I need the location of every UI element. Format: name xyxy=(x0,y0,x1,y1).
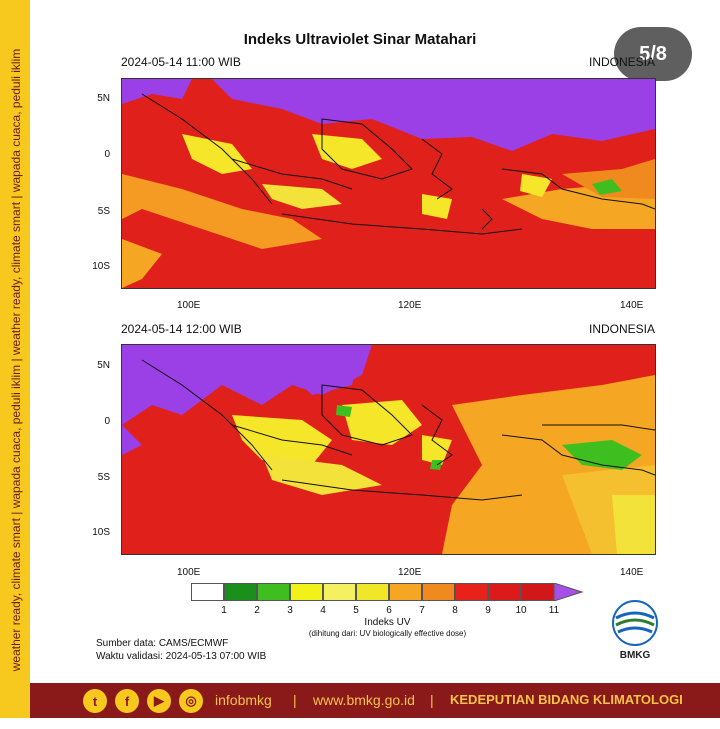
footer-bar: t f ▶ ◎ infobmkg | www.bmkg.go.id | KEDE… xyxy=(30,683,720,718)
website-link[interactable]: www.bmkg.go.id xyxy=(313,692,415,708)
footer-separator: | xyxy=(293,692,297,708)
colorbar-tick: 11 xyxy=(548,605,560,616)
side-slogan: weather ready, climate smart | wapada cu… xyxy=(9,48,23,672)
colorbar-arrow xyxy=(554,583,584,601)
colorbar-cell-2 xyxy=(257,583,290,601)
map1-lat-5n: 5N xyxy=(97,93,110,104)
map1-region: INDONESIA xyxy=(589,55,656,69)
side-band: weather ready, climate smart | wapada cu… xyxy=(0,0,30,718)
footer-accent xyxy=(0,718,720,729)
colorbar-tick: 6 xyxy=(386,605,392,616)
colorbar-subtitle: (dihitung dari: UV biologically effectiv… xyxy=(308,629,467,638)
colorbar-cell-0 xyxy=(191,583,224,601)
chart-title: Indeks Ultraviolet Sinar Matahari xyxy=(243,31,477,48)
colorbar-cell-6 xyxy=(389,583,422,601)
map2-lat-10s: 10S xyxy=(92,527,110,538)
colorbar-cell-5 xyxy=(356,583,389,601)
page-indicator[interactable]: 5/8 xyxy=(614,27,692,81)
colorbar-tick: 1 xyxy=(221,605,227,616)
map2-datetime: 2024-05-14 12:00 WIB xyxy=(121,322,242,336)
map1-lon-100e: 100E xyxy=(177,300,201,311)
social-handle[interactable]: infobmkg xyxy=(215,692,272,708)
youtube-icon[interactable]: ▶ xyxy=(147,689,171,713)
map1-lat-0: 0 xyxy=(104,149,110,160)
source-line: Sumber data: CAMS/ECMWF xyxy=(96,638,229,649)
map2-lon-120e: 120E xyxy=(398,567,422,578)
uv-map-1100 xyxy=(121,78,656,289)
colorbar-tick: 9 xyxy=(485,605,491,616)
colorbar-cell-3 xyxy=(290,583,323,601)
colorbar-cell-4 xyxy=(323,583,356,601)
twitter-icon[interactable]: t xyxy=(83,689,107,713)
colorbar-title: Indeks UV xyxy=(364,617,411,628)
map1-lat-10s: 10S xyxy=(92,261,110,272)
bmkg-logo-text: BMKG xyxy=(619,650,651,661)
colorbar-cell-9 xyxy=(488,583,521,601)
colorbar-cell-7 xyxy=(422,583,455,601)
map1-lon-140e: 140E xyxy=(620,300,644,311)
colorbar-tick: 3 xyxy=(287,605,293,616)
map2-region: INDONESIA xyxy=(589,322,656,336)
map2-canvas xyxy=(122,345,655,554)
map1-lon-120e: 120E xyxy=(398,300,422,311)
map1-datetime: 2024-05-14 11:00 WIB xyxy=(121,55,241,69)
map2-lon-100e: 100E xyxy=(177,567,201,578)
colorbar-tick: 7 xyxy=(419,605,425,616)
colorbar-tick: 5 xyxy=(353,605,359,616)
bmkg-logo xyxy=(612,600,658,646)
colorbar-tick: 4 xyxy=(320,605,326,616)
colorbar-tick: 2 xyxy=(254,605,260,616)
map1-lat-5s: 5S xyxy=(97,206,110,217)
facebook-icon[interactable]: f xyxy=(115,689,139,713)
colorbar-tick: 8 xyxy=(452,605,458,616)
colorbar-tick: 10 xyxy=(515,605,527,616)
map2-lon-140e: 140E xyxy=(620,567,644,578)
instagram-icon[interactable]: ◎ xyxy=(179,689,203,713)
colorbar-cell-8 xyxy=(455,583,488,601)
map2-lat-5n: 5N xyxy=(97,360,110,371)
map2-lat-5s: 5S xyxy=(97,472,110,483)
map2-lat-0: 0 xyxy=(104,416,110,427)
map1-canvas xyxy=(122,79,655,288)
uv-map-1200 xyxy=(121,344,656,555)
colorbar-cell-1 xyxy=(224,583,257,601)
footer-separator: | xyxy=(430,692,434,708)
division-name: KEDEPUTIAN BIDANG KLIMATOLOGI xyxy=(450,692,683,707)
validation-time: Waktu validasi: 2024-05-13 07:00 WIB xyxy=(96,651,267,662)
colorbar-cell-10 xyxy=(521,583,554,601)
